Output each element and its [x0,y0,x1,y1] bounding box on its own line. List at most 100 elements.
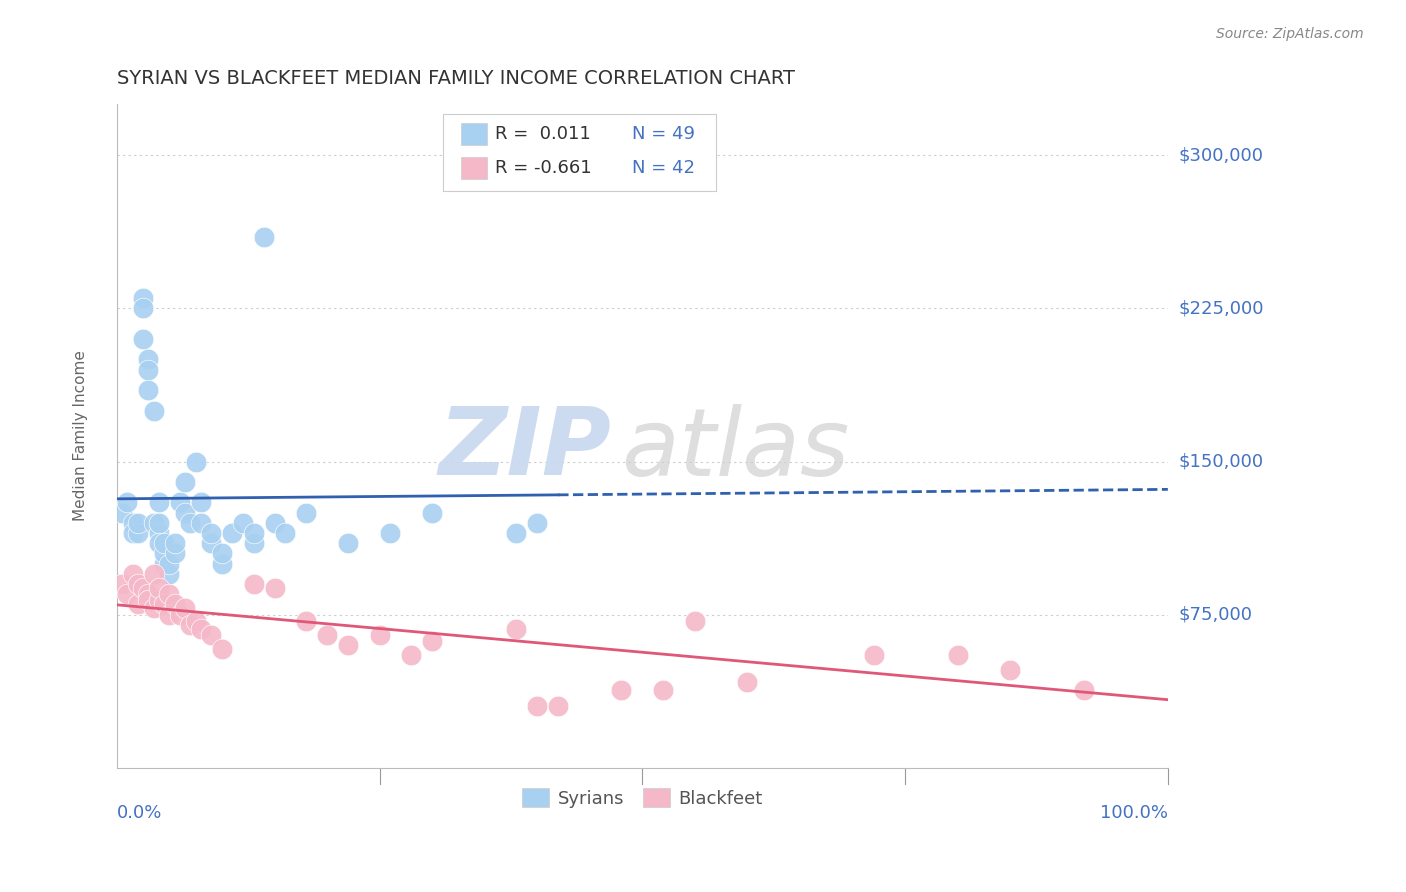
Point [142,601,165,615]
Point [142,566,165,581]
Point [127,526,149,541]
Point [132,332,155,346]
Point [163,546,186,560]
Point [138,587,160,601]
Text: 0.0%: 0.0% [117,805,162,822]
Point [420,634,443,648]
Point [399,648,422,663]
Text: SYRIAN VS BLACKFEET MEDIAN FAMILY INCOME CORRELATION CHART: SYRIAN VS BLACKFEET MEDIAN FAMILY INCOME… [117,69,794,87]
Point [547,699,569,714]
Point [132,581,155,595]
Point [190,516,212,530]
Text: $75,000: $75,000 [1180,606,1253,624]
Point [242,536,264,550]
Point [946,648,969,663]
Point [211,557,233,571]
Point [242,526,264,541]
Text: 100.0%: 100.0% [1099,805,1168,822]
Point [200,526,222,541]
Point [200,536,222,550]
Point [163,598,186,612]
FancyBboxPatch shape [443,114,716,191]
Point [159,607,181,622]
Point [153,598,176,612]
Text: ZIP: ZIP [437,403,610,495]
Point [610,683,633,698]
Point [148,581,170,595]
Point [526,699,548,714]
Point [132,301,155,316]
Point [148,516,170,530]
Point [221,526,243,541]
Text: $300,000: $300,000 [1180,146,1264,164]
Point [174,475,197,489]
Bar [461,157,486,179]
Text: $225,000: $225,000 [1180,300,1264,318]
Point [263,581,285,595]
Point [117,495,139,509]
Point [337,638,360,652]
Point [117,587,139,601]
Point [179,617,201,632]
Point [179,516,201,530]
Point [138,383,160,397]
Point [737,675,759,690]
Point [862,648,884,663]
Point [174,506,197,520]
Point [163,536,186,550]
Point [121,526,143,541]
Point [211,642,233,657]
Bar [461,123,486,145]
Point [316,628,339,642]
Point [253,230,276,244]
Point [148,536,170,550]
Point [505,622,527,636]
Point [159,566,181,581]
Point [111,506,134,520]
Text: Median Family Income: Median Family Income [73,351,87,522]
Point [148,593,170,607]
Point [242,577,264,591]
Point [420,506,443,520]
Point [127,598,149,612]
Text: N = 42: N = 42 [631,159,695,177]
Point [1073,683,1095,698]
Point [138,362,160,376]
Point [132,291,155,305]
Point [998,663,1021,677]
Point [153,536,176,550]
Point [127,577,149,591]
Point [121,566,143,581]
Point [142,403,165,417]
Point [274,526,297,541]
Point [111,577,134,591]
Text: N = 49: N = 49 [631,125,695,143]
Point [184,454,207,468]
Point [378,526,401,541]
Text: atlas: atlas [621,404,849,495]
Text: R = -0.661: R = -0.661 [495,159,592,177]
Text: R =  0.011: R = 0.011 [495,125,591,143]
Point [148,495,170,509]
Point [211,546,233,560]
Point [169,607,191,622]
Point [153,546,176,560]
Point [142,516,165,530]
Point [121,516,143,530]
Point [505,526,527,541]
Point [148,526,170,541]
Legend: Syrians, Blackfeet: Syrians, Blackfeet [515,781,770,815]
Point [159,587,181,601]
Point [526,516,548,530]
Point [295,506,318,520]
Point [169,495,191,509]
Text: Source: ZipAtlas.com: Source: ZipAtlas.com [1216,27,1364,41]
Point [295,614,318,628]
Point [190,495,212,509]
Point [153,557,176,571]
Text: $150,000: $150,000 [1180,452,1264,471]
Point [184,614,207,628]
Point [683,614,706,628]
Point [337,536,360,550]
Point [200,628,222,642]
